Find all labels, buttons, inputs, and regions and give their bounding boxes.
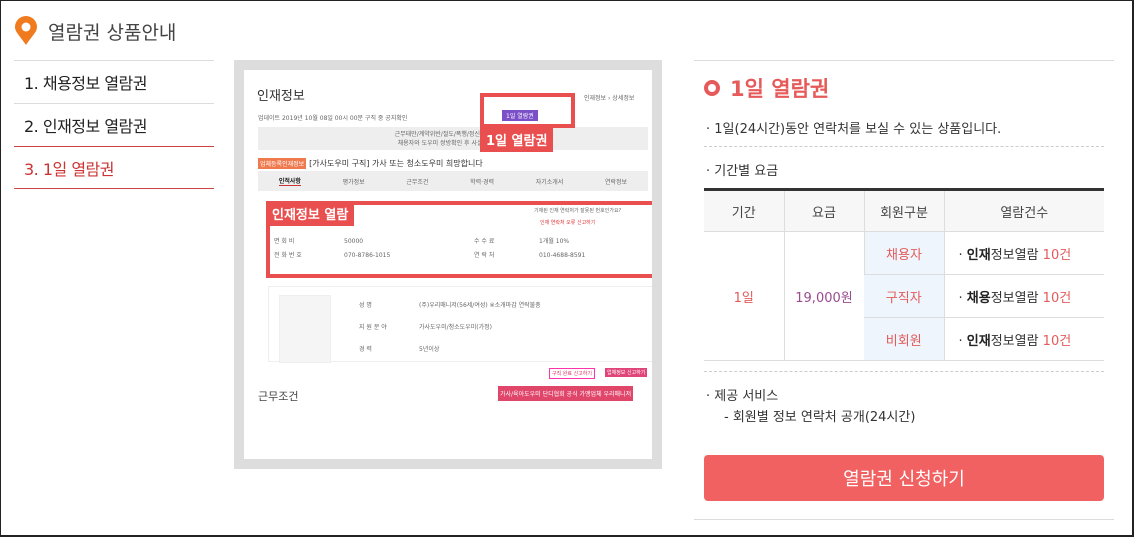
price-label: · 기간별 요금 — [706, 164, 779, 179]
preview-cell: 성 명 — [359, 302, 372, 309]
preview-tab: 학력·경력 — [470, 178, 495, 186]
preview-badge: 1일 열람권 — [502, 110, 538, 121]
nav-label: 1. 채용정보 열람권 — [24, 74, 147, 93]
table-row: 구직자 · 채용정보열람 10건 — [704, 274, 1104, 318]
preview-cell: (주)우리매니저(56세/여성) ※소개마감 연락불충 — [419, 302, 541, 309]
product-title: 1일 열람권 — [730, 77, 830, 101]
preview-cell: 수 수 료 — [474, 238, 495, 245]
page-title: 열람권 상품안내 — [48, 21, 177, 44]
period-cell: 1일 — [704, 231, 784, 361]
table-header: 열람건수 — [943, 188, 1104, 232]
preview-report-link: 인재 연락처 오류 신고하기 — [540, 220, 596, 226]
preview-contact-question: 기재된 인재 연락처가 잘못된 번호인가요? — [534, 208, 622, 214]
preview-cell: 면 회 비 — [274, 238, 295, 245]
preview-cell: 1개월 10% — [539, 238, 570, 245]
preview-cell: 5년이상 — [419, 346, 440, 353]
member-cell: 채용자 — [863, 231, 944, 275]
nav-item-job-pass[interactable]: 1. 채용정보 열람권 — [14, 60, 214, 103]
table-row: 1일 19,000원 채용자 · 인재정보열람 10건 — [704, 231, 1104, 361]
count-cell: · 인재정보열람 10건 — [943, 317, 1104, 361]
member-cell: 구직자 — [864, 274, 944, 318]
product-panel: 1일 열람권 · 1일(24시간)동안 연락처를 보실 수 있는 상품입니다. … — [694, 60, 1114, 520]
preview-cell: 연 락 처 — [474, 252, 495, 259]
callout-day-pass: 1일 열람권 — [480, 127, 554, 152]
service-item: - 회원별 정보 연락처 공개(24시간) — [724, 410, 916, 425]
preview-report-button: 업체정보 신고하기 — [605, 368, 648, 377]
circle-bullet-icon — [704, 80, 720, 96]
price-table: 기간 요금 회원구분 열람건수 1일 19,000원 채용자 · 인재정보열람 … — [704, 188, 1104, 361]
product-description: · 1일(24시간)동안 연락처를 보실 수 있는 상품입니다. — [706, 122, 1002, 137]
avatar — [279, 295, 331, 363]
table-header: 기간 — [704, 188, 784, 232]
nav-item-day-pass[interactable]: 3. 1일 열람권 — [14, 146, 214, 189]
preview-page-title: 인재정보 — [257, 89, 305, 104]
preview-cell: 010-4688-8591 — [539, 252, 586, 259]
preview-cell: 50000 — [344, 238, 364, 245]
preview-cell: 가사도우미/청소도우미(가정) — [419, 324, 492, 331]
preview-tab: 근무조건 — [406, 178, 429, 186]
count-cell: · 채용정보열람 10건 — [943, 274, 1104, 318]
nav-label: 3. 1일 열람권 — [24, 159, 115, 179]
callout-talent-view: 인재정보 열람 — [266, 201, 355, 226]
preview-tag: 업체등록인재정보 — [258, 158, 307, 169]
member-cell: 비회원 — [864, 317, 944, 361]
preview-cell: 경 력 — [359, 346, 372, 353]
table-header: 요금 — [783, 188, 864, 232]
preview-report-button: 구직 완료 신고하기 — [549, 368, 595, 379]
preview-tab: 연락정보 — [605, 178, 628, 186]
preview-notice: 근무태만/계약위반/절도/폭행/정신질환 등의 사 — [394, 131, 512, 138]
preview-notice: 채용자와 도우미 쌍방확인 후 사실일 경우 영 — [397, 140, 509, 147]
service-label: · 제공 서비스 — [706, 389, 779, 404]
preview-cell: 전 화 번 호 — [274, 252, 302, 259]
table-row: 비회원 · 인재정보열람 10건 — [704, 317, 1104, 361]
sidebar-nav: 1. 채용정보 열람권 2. 인재정보 열람권 3. 1일 열람권 — [14, 60, 214, 189]
nav-item-talent-pass[interactable]: 2. 인재정보 열람권 — [14, 103, 214, 146]
preview-screenshot: 인재정보 인재정보 › 상세정보 업데이트 2019년 10월 08일 00시 … — [234, 60, 662, 469]
preview-section-title: 근무조건 — [258, 390, 299, 403]
count-cell: · 인재정보열람 10건 — [943, 231, 1104, 275]
price-cell: 19,000원 — [783, 231, 864, 361]
page-header: 열람권 상품안내 — [14, 16, 176, 46]
preview-cell: 070-8786-1015 — [344, 252, 391, 259]
preview-breadcrumb: 인재정보 › 상세정보 — [584, 95, 635, 102]
apply-button[interactable]: 열람권 신청하기 — [704, 455, 1104, 501]
preview-tab: 인적사항 — [278, 178, 301, 186]
preview-headline: [가사도우미 구직] 가사 또는 청소도우미 희망합니다 — [309, 159, 483, 168]
preview-updated: 업데이트 2019년 10월 08일 00시 00분 구직 중 공지확인 — [258, 115, 408, 122]
preview-banner: 가사/육아도우미 단디협회 공식 가맹업체 우리매니저 — [498, 386, 634, 401]
preview-tab: 자기소개서 — [535, 178, 564, 186]
preview-tab: 평가정보 — [342, 178, 365, 186]
map-pin-icon — [14, 16, 38, 46]
nav-label: 2. 인재정보 열람권 — [24, 117, 147, 136]
table-header: 회원구분 — [863, 188, 944, 232]
preview-cell: 지 원 분 야 — [359, 324, 387, 331]
